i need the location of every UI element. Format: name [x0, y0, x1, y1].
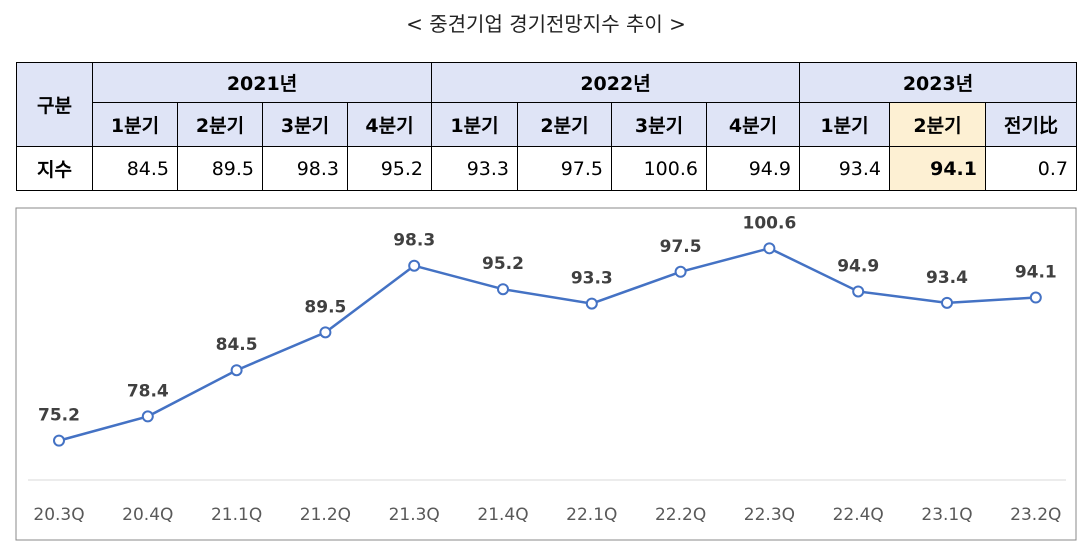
table-cell: 93.3 [431, 146, 518, 191]
x-tick-label: 21.3Q [389, 505, 440, 525]
x-tick-label: 21.4Q [477, 505, 528, 525]
x-tick-label: 20.4Q [122, 505, 173, 525]
table-cell: 97.5 [517, 146, 612, 191]
table-cell: 100.6 [611, 146, 707, 191]
x-tick-label: 21.1Q [211, 505, 262, 525]
data-label: 78.4 [127, 381, 169, 401]
data-label: 75.2 [38, 406, 80, 426]
x-tick-label: 23.2Q [1010, 505, 1061, 525]
table-cell: 93.4 [799, 146, 890, 191]
data-label: 94.9 [837, 256, 879, 276]
year-header: 2023년 [799, 62, 1077, 103]
corner-header: 구분 [16, 62, 93, 147]
data-label: 93.3 [571, 269, 613, 289]
point [408, 259, 421, 272]
point [230, 364, 243, 377]
point [497, 283, 509, 296]
table-cell: 94.1 [889, 146, 986, 191]
quarter-header: 4분기 [706, 102, 800, 147]
data-table: 구분 2021년 2022년 2023년 1분기 2분기 3분기 4분기 1분기 2분기 3분기 4분… [16, 62, 1077, 191]
point [585, 297, 598, 310]
series-line [58, 246, 1036, 442]
table-cell: 0.7 [985, 146, 1077, 191]
quarter-header: 1분기 [799, 102, 890, 147]
quarter-header: 3분기 [262, 102, 348, 147]
table-row: 1분기 2분기 3분기 4분기 1분기 2분기 3분기 4분기 1분기 2분기 전기比 [17, 102, 1077, 147]
data-label: 100.6 [743, 213, 797, 233]
title: < 중견기업 경기전망지수 추이 > [406, 12, 686, 36]
data-label: 84.5 [216, 335, 258, 355]
x-tick-label: 22.1Q [566, 505, 617, 525]
x-tick-label: 20.3Q [33, 505, 84, 525]
table-row: 구분 2021년 2022년 2023년 [16, 62, 1077, 147]
point [852, 285, 865, 298]
quarter-header: 1분기 [92, 102, 178, 147]
point [141, 410, 154, 423]
x-tick-label: 22.4Q [833, 505, 884, 525]
point [1029, 291, 1042, 304]
table-row: 지수 84.5 89.5 98.3 95.2 93.3 97.5 100.6 94.9 93.4 9… [16, 146, 1077, 191]
table-cell: 95.2 [347, 146, 432, 191]
x-tick-label: 22.3Q [744, 505, 795, 525]
x-tick-label: 21.2Q [300, 505, 351, 525]
point [941, 296, 953, 309]
year-header: 2021년 [92, 62, 432, 103]
point [53, 434, 65, 447]
quarter-header: 전기比 [985, 102, 1077, 147]
x-tick-label: 23.1Q [921, 505, 972, 525]
table-cell: 98.3 [262, 146, 348, 191]
table-cell: 84.5 [92, 146, 178, 191]
data-label: 97.5 [660, 237, 702, 257]
data-label: 94.1 [1015, 263, 1057, 283]
quarter-header: 2분기 [177, 102, 263, 147]
data-label: 95.2 [482, 254, 524, 274]
quarter-header: 3분기 [611, 102, 707, 147]
data-label: 93.4 [926, 268, 968, 288]
data-label: 89.5 [304, 297, 346, 317]
point [763, 242, 776, 255]
point [319, 326, 332, 339]
quarter-header: 4분기 [347, 102, 432, 147]
x-tick-label: 22.2Q [655, 505, 706, 525]
quarter-header: 1분기 [431, 102, 518, 147]
table-cell: 89.5 [177, 146, 263, 191]
data-label: 98.3 [393, 231, 435, 251]
point [674, 265, 687, 278]
chart-frame [15, 207, 1077, 541]
year-header: 2022년 [431, 62, 800, 103]
